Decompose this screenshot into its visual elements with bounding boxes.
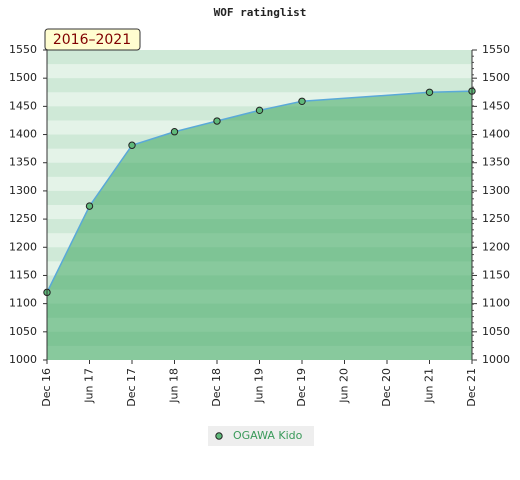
x-tick-label: Jun 17 — [83, 368, 96, 404]
point — [213, 117, 221, 125]
x-tick-label: Jun 21 — [423, 368, 436, 404]
y2-tick-label: 1450 — [482, 99, 510, 112]
y-tick-label: 1000 — [9, 353, 37, 366]
y-tick-label: 1550 — [9, 43, 37, 56]
x-tick-label: Jun 18 — [168, 368, 181, 404]
y2-tick-label: 1250 — [482, 212, 510, 225]
x-tick-label: Dec 18 — [210, 368, 223, 407]
y2-tick-label: 1400 — [482, 128, 510, 141]
y-tick-label: 1200 — [9, 240, 37, 253]
legend-marker — [215, 432, 223, 440]
x-tick-label: Jun 20 — [338, 368, 351, 404]
y-tick-label: 1400 — [9, 128, 37, 141]
x-tick-label: Dec 19 — [295, 368, 308, 407]
y-tick-label: 1450 — [9, 99, 37, 112]
band — [47, 50, 472, 65]
point — [298, 97, 306, 105]
y2-tick-label: 1150 — [482, 268, 510, 281]
area — [47, 91, 472, 361]
x-tick-label: Dec 21 — [465, 368, 478, 407]
plot — [43, 87, 476, 361]
y-tick-label: 1050 — [9, 325, 37, 338]
y-tick-label: 1500 — [9, 71, 37, 84]
y-tick-label: 1100 — [9, 297, 37, 310]
legend — [208, 426, 314, 446]
x-tick-label: Jun 19 — [253, 368, 266, 404]
point — [425, 88, 434, 96]
y2-tick-label: 1350 — [482, 156, 510, 169]
y2-tick-label: 1500 — [482, 71, 510, 84]
y2-tick-label: 1550 — [482, 43, 510, 56]
annotation: 2016–2021 — [53, 32, 131, 48]
y-tick-label: 1350 — [9, 156, 37, 169]
band — [47, 78, 472, 93]
x-tick-label: Dec 20 — [380, 368, 393, 407]
legend-label: OGAWA Kido — [233, 429, 303, 442]
y2-tick-label: 1000 — [482, 353, 510, 366]
annotation-box — [44, 28, 141, 51]
y-tick-label: 1250 — [9, 212, 37, 225]
chart-title: WOF ratinglist — [214, 6, 307, 19]
y2-tick-label: 1200 — [482, 240, 510, 253]
point — [170, 128, 179, 136]
x-tick-label: Dec 17 — [125, 368, 138, 407]
point — [128, 141, 136, 149]
y2-tick-label: 1100 — [482, 297, 510, 310]
y2-tick-label: 1300 — [482, 184, 510, 197]
point — [255, 106, 264, 115]
y-tick-label: 1300 — [9, 184, 37, 197]
point — [85, 202, 94, 210]
x-tick-label: Dec 16 — [40, 368, 53, 407]
y2-tick-label: 1050 — [482, 325, 510, 338]
y-tick-label: 1150 — [9, 268, 37, 281]
